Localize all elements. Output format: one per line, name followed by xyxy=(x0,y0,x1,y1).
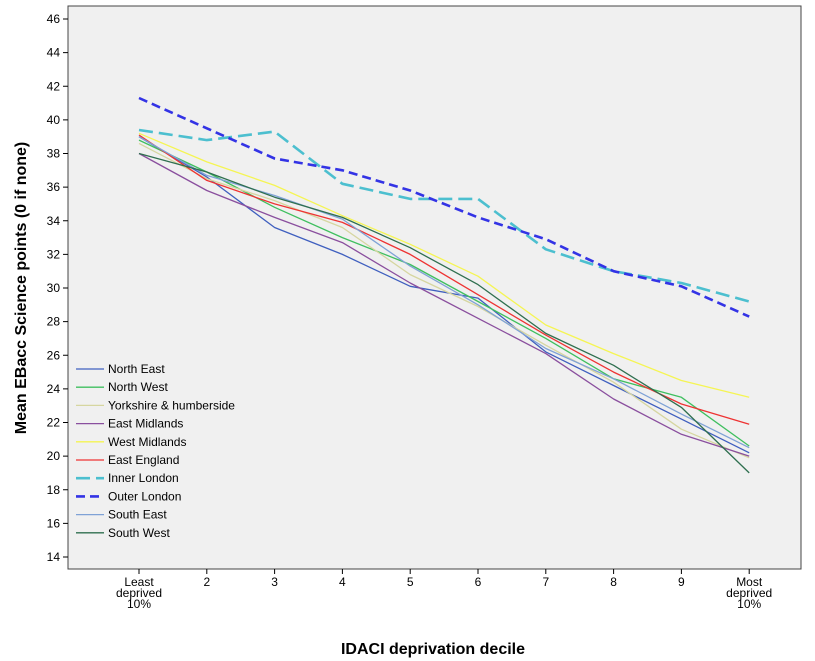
legend-label: Inner London xyxy=(108,471,179,485)
y-tick-label: 18 xyxy=(47,483,61,497)
legend-label: Yorkshire & humberside xyxy=(108,398,235,412)
y-axis: 14 16 18 20 22 24 26 28 30 32 34 36 38 40 42 44 46 xyxy=(47,12,68,564)
legend-label: West Midlands xyxy=(108,435,186,449)
y-tick-label: 22 xyxy=(47,416,61,430)
y-axis-title: Mean EBacc Science points (0 if none) xyxy=(13,142,30,435)
y-tick-label: 42 xyxy=(47,79,61,93)
x-tick-label: 10% xyxy=(737,597,761,611)
y-tick-label: 26 xyxy=(47,348,61,362)
y-tick-label: 40 xyxy=(47,113,61,127)
legend-label: North East xyxy=(108,362,165,376)
x-tick-label: 7 xyxy=(542,575,549,589)
y-tick-label: 20 xyxy=(47,449,61,463)
x-tick-label: 8 xyxy=(610,575,617,589)
legend-label: North West xyxy=(108,380,168,394)
x-tick-label: 10% xyxy=(127,597,151,611)
y-tick-label: 14 xyxy=(47,550,61,564)
legend-label: East England xyxy=(108,453,179,467)
y-tick-label: 46 xyxy=(47,12,61,26)
x-tick-label: 3 xyxy=(271,575,278,589)
x-tick-label: 6 xyxy=(475,575,482,589)
x-axis-title: IDACI deprivation decile xyxy=(341,641,525,658)
y-tick-label: 32 xyxy=(47,247,61,261)
x-tick-label: 4 xyxy=(339,575,346,589)
y-tick-label: 30 xyxy=(47,281,61,295)
legend-label: Outer London xyxy=(108,489,181,503)
y-tick-label: 24 xyxy=(47,382,61,396)
legend-label: East Midlands xyxy=(108,417,183,431)
y-tick-label: 44 xyxy=(47,46,61,60)
y-tick-label: 38 xyxy=(47,147,61,161)
x-tick-label: 2 xyxy=(203,575,210,589)
x-tick-label: 5 xyxy=(407,575,414,589)
y-tick-label: 28 xyxy=(47,315,61,329)
legend-label: South East xyxy=(108,508,167,522)
x-tick-label: 9 xyxy=(678,575,685,589)
legend-label: South West xyxy=(108,526,170,540)
y-tick-label: 34 xyxy=(47,214,61,228)
y-tick-label: 36 xyxy=(47,180,61,194)
y-tick-label: 16 xyxy=(47,516,61,530)
